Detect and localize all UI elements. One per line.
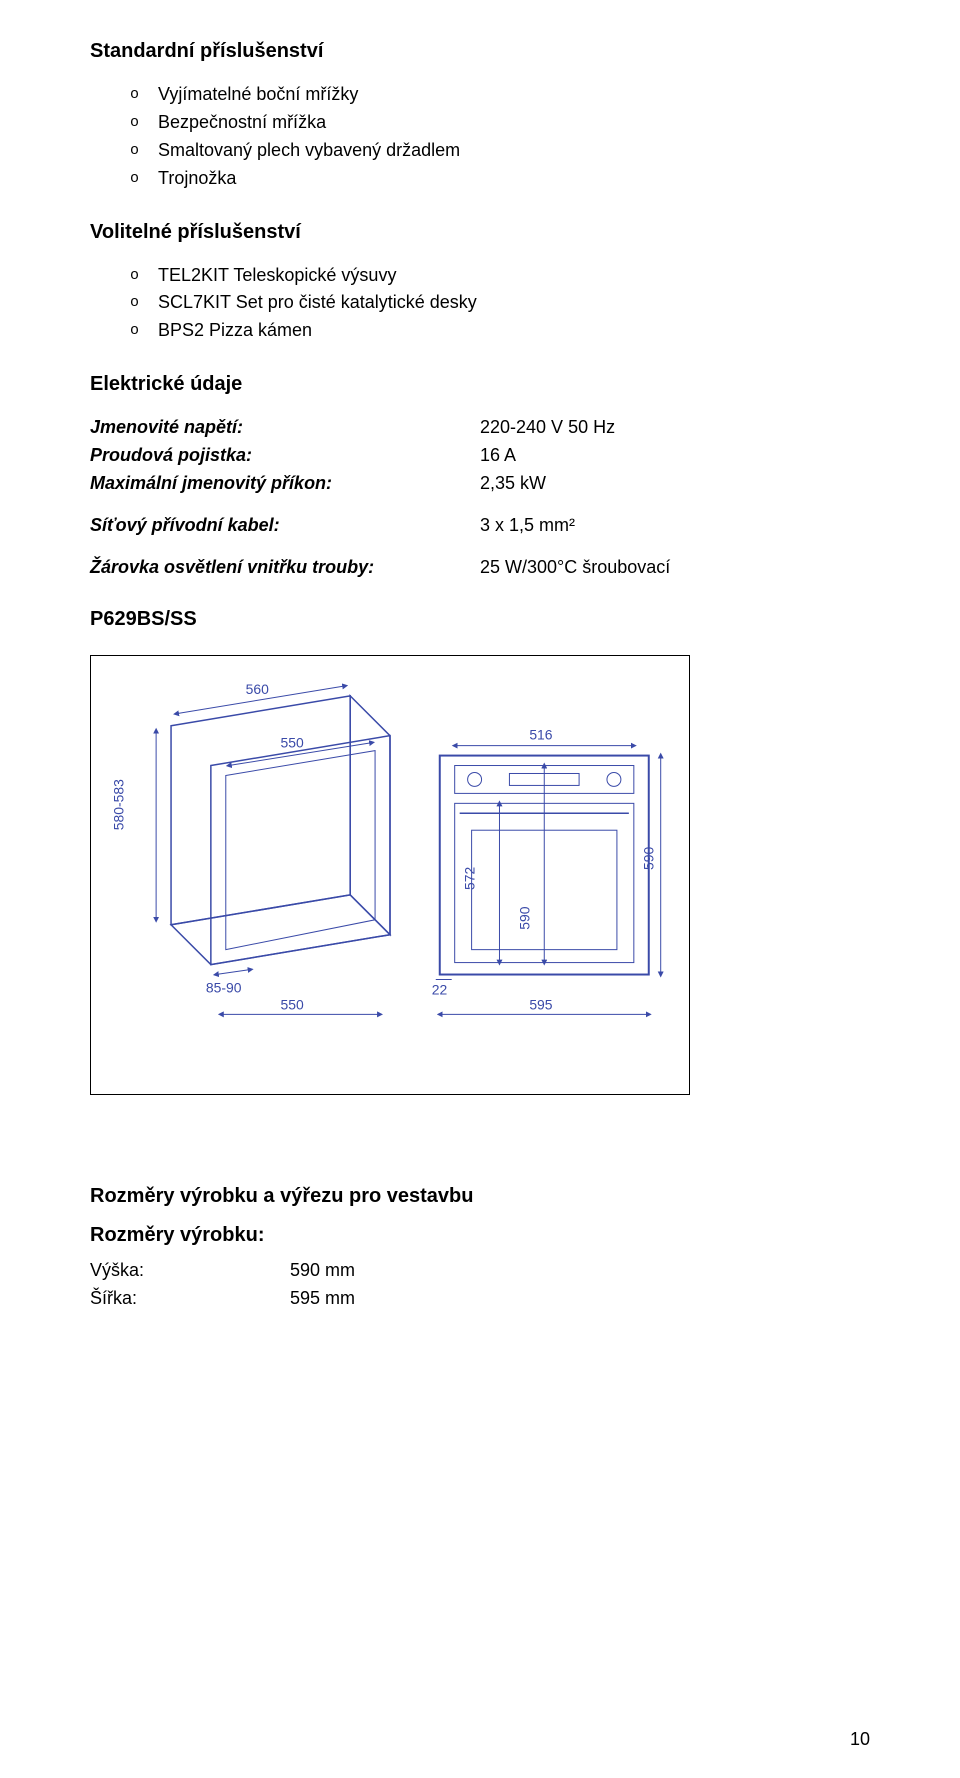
heading-standard-accessories: Standardní příslušenství — [90, 40, 870, 63]
list-item: Smaltovaný plech vybavený držadlem — [130, 137, 870, 165]
dim-label: 590 — [641, 846, 657, 869]
dim-label: 22 — [432, 981, 448, 997]
electrical-specs: Jmenovité napětí: 220-240 V 50 Hz Proudo… — [90, 414, 870, 581]
spec-value: 3 x 1,5 mm² — [480, 512, 870, 540]
list-item: Vyjímatelné boční mřížky — [130, 81, 870, 109]
dim-label: Výška: — [90, 1257, 290, 1285]
spec-label: Síťový přívodní kabel: — [90, 512, 480, 540]
list-item: Trojnožka — [130, 165, 870, 193]
spec-value: 220-240 V 50 Hz — [480, 414, 870, 442]
spec-value: 2,35 kW — [480, 470, 870, 498]
dim-label: 595 — [529, 996, 552, 1012]
page-number: 10 — [850, 1729, 870, 1750]
dim-label: 550 — [281, 734, 304, 750]
dim-label: 580-583 — [110, 779, 126, 830]
dimension-diagram: 560 550 580-583 85-90 550 — [90, 655, 690, 1095]
heading-cutout-dimensions: Rozměry výrobku a výřezu pro vestavbu — [90, 1185, 870, 1208]
spec-value: 16 A — [480, 442, 870, 470]
dim-label: 560 — [246, 681, 269, 697]
heading-product-dimensions: Rozměry výrobku: — [90, 1224, 870, 1247]
dim-label: 590 — [516, 906, 532, 929]
model-number: P629BS/SS — [90, 608, 870, 631]
dim-value: 595 mm — [290, 1285, 870, 1313]
dim-label: 516 — [529, 726, 552, 742]
dim-label: 572 — [462, 866, 478, 889]
spec-label: Proudová pojistka: — [90, 442, 480, 470]
dim-label: 85-90 — [206, 979, 242, 995]
spec-label: Maximální jmenovitý příkon: — [90, 470, 480, 498]
list-item: SCL7KIT Set pro čisté katalytické desky — [130, 289, 870, 317]
list-item: BPS2 Pizza kámen — [130, 317, 870, 345]
list-item: TEL2KIT Teleskopické výsuvy — [130, 262, 870, 290]
spec-value: 25 W/300°C šroubovací — [480, 554, 870, 582]
spec-label: Jmenovité napětí: — [90, 414, 480, 442]
spec-label: Žárovka osvětlení vnitřku trouby: — [90, 554, 480, 582]
dim-label: 550 — [281, 996, 304, 1012]
product-dimensions: Výška: 590 mm Šířka: 595 mm — [90, 1257, 870, 1313]
list-standard-accessories: Vyjímatelné boční mřížky Bezpečnostní mř… — [130, 81, 870, 193]
heading-electrical: Elektrické údaje — [90, 373, 870, 396]
list-optional-accessories: TEL2KIT Teleskopické výsuvy SCL7KIT Set … — [130, 262, 870, 346]
heading-optional-accessories: Volitelné příslušenství — [90, 221, 870, 244]
list-item: Bezpečnostní mřížka — [130, 109, 870, 137]
dim-label: Šířka: — [90, 1285, 290, 1313]
dim-value: 590 mm — [290, 1257, 870, 1285]
